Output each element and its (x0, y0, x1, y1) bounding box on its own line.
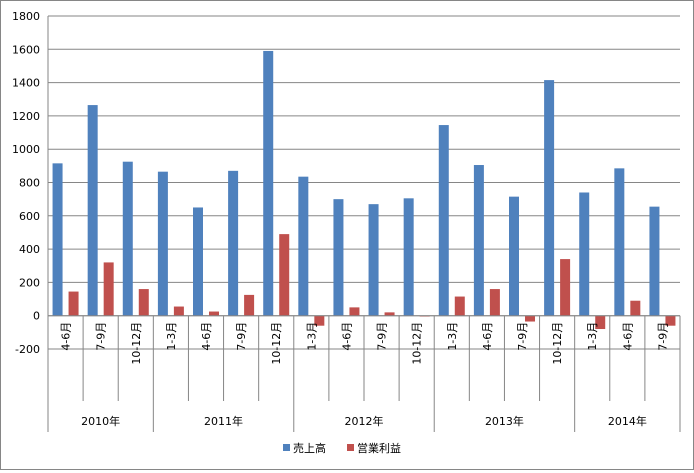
year-label: 2014年 (608, 414, 647, 428)
bar-sales (122, 161, 133, 316)
bar-sales (473, 165, 484, 316)
bar-operating-profit (138, 289, 149, 316)
bars (52, 50, 676, 330)
bar-operating-profit (560, 259, 571, 316)
axes (47, 16, 681, 432)
year-label: 2011年 (204, 414, 243, 428)
bar-sales (509, 196, 519, 316)
bar-sales (52, 163, 63, 316)
x-category-label: 10-12月 (270, 322, 283, 365)
x-category-label: 1-3月 (446, 322, 459, 351)
year-label: 2010年 (81, 414, 120, 428)
legend-swatch (283, 444, 290, 451)
y-tick-label: 1200 (12, 110, 40, 123)
x-category-label: 7-9月 (516, 322, 529, 351)
bar-operating-profit (68, 291, 79, 316)
legend-swatch (347, 444, 354, 451)
bar-sales (298, 176, 309, 316)
bar-operating-profit (384, 312, 395, 316)
bar-sales (228, 170, 239, 316)
x-category-label: 7-9月 (656, 322, 669, 351)
bar-sales (193, 207, 203, 316)
x-category-label: 10-12月 (411, 322, 424, 365)
x-category-label: 4-6月 (621, 322, 634, 351)
bar-operating-profit (279, 234, 290, 316)
year-label: 2013年 (485, 414, 524, 428)
legend: 売上高 営業利益 (283, 441, 401, 455)
y-tick-label: 0 (33, 310, 40, 323)
bar-operating-profit (209, 311, 219, 316)
x-category-label: 4-6月 (60, 322, 73, 351)
y-tick-label: 1600 (12, 43, 40, 56)
x-category-label: 4-6月 (481, 322, 494, 351)
x-axis-year-labels: 2010年 2011年 2012年 2013年 2014年 (81, 414, 647, 428)
bar-sales (438, 125, 449, 316)
bar-sales (614, 168, 625, 316)
x-category-label: 4-6月 (200, 322, 213, 351)
bar-operating-profit (349, 307, 360, 316)
x-category-label: 7-9月 (95, 322, 108, 351)
legend-label: 売上高 (293, 441, 326, 455)
bar-operating-profit (665, 315, 676, 326)
y-tick-label: 800 (19, 177, 40, 190)
y-tick-label: 1400 (12, 77, 40, 90)
bar-operating-profit (525, 315, 535, 322)
y-axis-tick-labels: -200 0 200 400 600 800 1000 1200 1400 1600 1800 (12, 10, 40, 356)
x-category-label: 10-12月 (130, 322, 143, 365)
legend-label: 営業利益 (357, 441, 401, 455)
y-tick-label: 1800 (12, 10, 40, 23)
y-tick-label: 200 (19, 276, 40, 289)
bar-sales (87, 105, 98, 316)
bar-operating-profit (244, 294, 255, 316)
y-tick-label: -200 (15, 343, 40, 356)
x-category-label: 1-3月 (165, 322, 178, 351)
x-category-label: 7-9月 (235, 322, 248, 351)
bar-operating-profit (173, 306, 184, 316)
x-category-label: 1-3月 (305, 322, 318, 351)
x-category-label: 1-3月 (586, 322, 599, 351)
bar-sales (579, 192, 590, 316)
bar-sales (368, 204, 379, 316)
x-category-label: 4-6月 (340, 322, 353, 351)
bar-sales (403, 198, 414, 316)
y-tick-label: 1000 (12, 143, 40, 156)
bar-operating-profit (489, 289, 500, 316)
y-tick-label: 400 (19, 243, 40, 256)
bar-operating-profit (103, 262, 114, 316)
bar-operating-profit (314, 315, 325, 326)
bar-sales (544, 80, 555, 316)
x-category-label: 7-9月 (376, 322, 389, 351)
bar-sales (649, 206, 660, 316)
year-label: 2012年 (345, 414, 384, 428)
bar-operating-profit (630, 300, 641, 316)
x-axis-category-labels: 4-6月 7-9月 10-12月 1-3月 4-6月 7-9月 10-12月 1-3月 4-6月… (60, 322, 670, 365)
bar-operating-profit (454, 296, 465, 316)
bar-operating-profit (595, 315, 606, 330)
bar-sales (263, 50, 274, 316)
bar-sales (157, 171, 168, 316)
y-tick-label: 600 (19, 210, 40, 223)
bar-sales (333, 199, 344, 316)
x-category-label: 10-12月 (551, 322, 564, 365)
